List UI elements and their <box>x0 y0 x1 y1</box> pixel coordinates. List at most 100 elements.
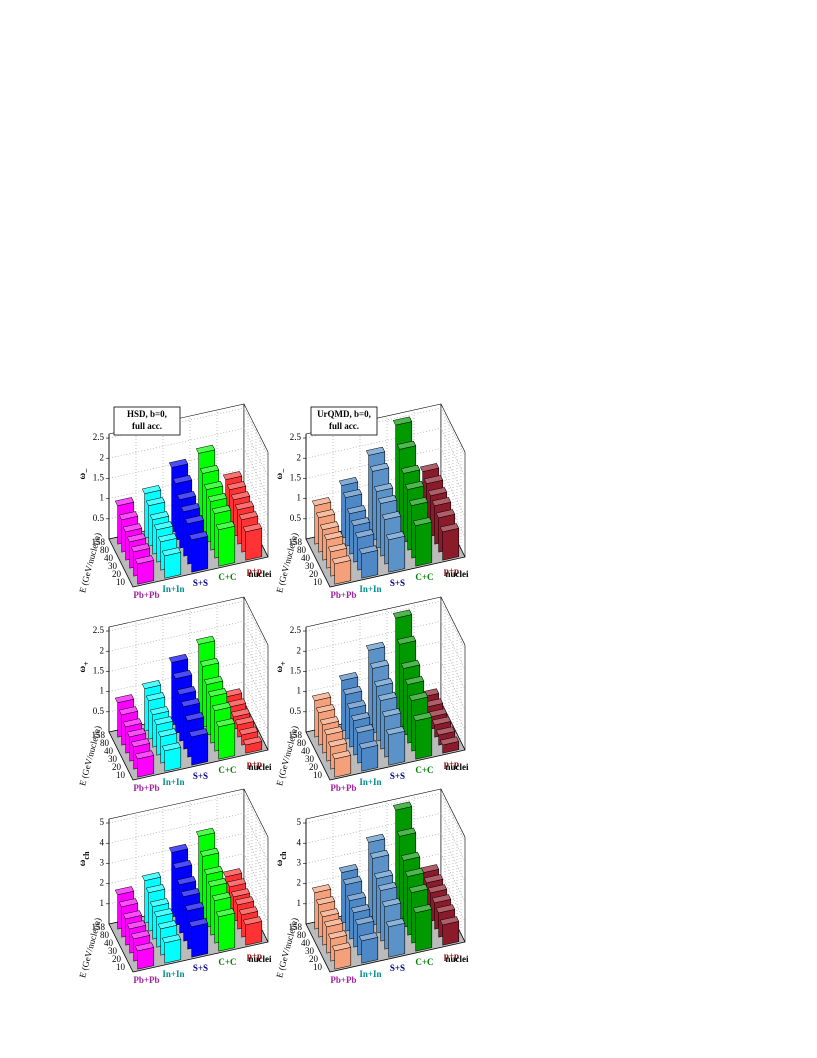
x-tick-label: Pb+Pb <box>330 783 356 793</box>
x-tick-label: C+C <box>218 765 236 775</box>
y-tick-label: 10 <box>313 962 323 972</box>
z-tick-label: 2 <box>100 878 105 888</box>
y-tick-label: 158 <box>92 537 106 547</box>
x-tick-label: C+C <box>415 957 433 967</box>
z-axis-label: ω− <box>274 468 288 480</box>
z-tick-label: 2 <box>100 645 105 655</box>
bar <box>137 755 155 778</box>
y-tick-label: 30 <box>108 561 118 571</box>
y-tick-label: 158 <box>289 922 303 932</box>
title: UrQMD, b=0, <box>317 409 371 419</box>
x-tick-label: Pb+Pb <box>330 590 356 600</box>
y-tick-label: 20 <box>309 762 319 772</box>
y-tick-label: 40 <box>104 746 114 756</box>
z-tick-label: 1.5 <box>93 665 105 675</box>
bar <box>442 921 460 946</box>
x-tick-label: S+S <box>193 771 208 781</box>
y-tick-label: 30 <box>305 561 315 571</box>
grid-line <box>108 427 269 477</box>
z-tick-label: 1 <box>297 686 302 696</box>
bar <box>442 528 460 561</box>
z-axis-label: ω− <box>77 468 91 480</box>
z-tick-label: 2 <box>297 645 302 655</box>
x-tick-label: S+S <box>390 578 405 588</box>
grid-line <box>305 427 466 477</box>
z-tick-label: 2.5 <box>93 432 105 442</box>
y-tick-label: 158 <box>92 730 106 740</box>
grid-line <box>108 448 269 497</box>
x-tick-label: C+C <box>218 572 236 582</box>
bar <box>334 755 352 778</box>
y-tick-label: 20 <box>112 569 122 579</box>
grid-line <box>108 661 269 710</box>
y-tick-label: 30 <box>108 946 118 956</box>
grid-line <box>305 641 466 690</box>
grid-line <box>108 620 269 670</box>
z-tick-label: 1.5 <box>290 665 302 675</box>
title: full acc. <box>132 421 162 431</box>
x-axis-label: nuclei <box>248 569 272 579</box>
z-tick-label: 0.5 <box>290 513 302 523</box>
y-tick-label: 10 <box>116 770 126 780</box>
grid-line <box>305 468 466 517</box>
x-tick-label: Pb+Pb <box>133 590 159 600</box>
x-tick-label: S+S <box>193 963 208 973</box>
z-tick-label: 2.5 <box>290 432 302 442</box>
x-tick-label: In+In <box>162 584 184 594</box>
z-axis-subscript: − <box>279 468 288 473</box>
z-axis-symbol: ω <box>77 665 87 672</box>
z-axis-label: ω+ <box>77 661 91 673</box>
y-axis-label: E (GeV/nucleon) <box>274 532 300 594</box>
y-tick-label: 40 <box>104 553 114 563</box>
y-tick-label: 80 <box>297 738 307 748</box>
z-tick-label: 2 <box>297 878 302 888</box>
bar <box>388 730 406 766</box>
x-tick-label: p+p <box>444 951 459 961</box>
z-tick-label: 1.5 <box>93 472 105 482</box>
grid-line <box>305 600 466 650</box>
x-tick-label: p+p <box>444 759 459 769</box>
z-axis-subscript: − <box>82 468 91 473</box>
bar <box>164 552 182 579</box>
x-tick-label: In+In <box>359 584 381 594</box>
z-tick-label: 1 <box>100 898 105 908</box>
x-axis-label: nuclei <box>445 762 469 772</box>
bar <box>415 521 433 567</box>
grid-line <box>108 681 269 730</box>
y-tick-label: 30 <box>108 754 118 764</box>
bar <box>361 937 379 964</box>
bar <box>388 922 406 958</box>
y-tick-label: 30 <box>305 754 315 764</box>
grid-line <box>305 853 466 902</box>
grid-line <box>305 873 466 922</box>
z-axis-subscript: ch <box>82 851 91 860</box>
y-tick-label: 80 <box>100 930 110 940</box>
bar <box>245 528 263 561</box>
z-tick-label: 2.5 <box>93 625 105 635</box>
bar <box>334 947 352 970</box>
title-box <box>310 406 378 436</box>
bar <box>245 921 263 946</box>
y-tick-label: 30 <box>305 946 315 956</box>
z-axis-symbol: ω <box>274 665 284 672</box>
y-tick-label: 158 <box>289 537 303 547</box>
x-tick-label: In+In <box>359 777 381 787</box>
z-tick-label: 3 <box>297 857 302 867</box>
grid-line <box>108 641 269 690</box>
x-axis-label: nuclei <box>445 569 469 579</box>
grid-line <box>108 812 269 862</box>
bar <box>164 747 182 772</box>
bar <box>137 560 155 585</box>
z-tick-label: 0.5 <box>290 706 302 716</box>
z-tick-label: 1 <box>297 898 302 908</box>
bar <box>388 535 406 573</box>
z-tick-label: 0.5 <box>93 513 105 523</box>
y-axis-label: E (GeV/nucleon) <box>77 532 103 594</box>
y-axis-label: E (GeV/nucleon) <box>274 917 300 979</box>
y-tick-label: 10 <box>116 577 126 587</box>
